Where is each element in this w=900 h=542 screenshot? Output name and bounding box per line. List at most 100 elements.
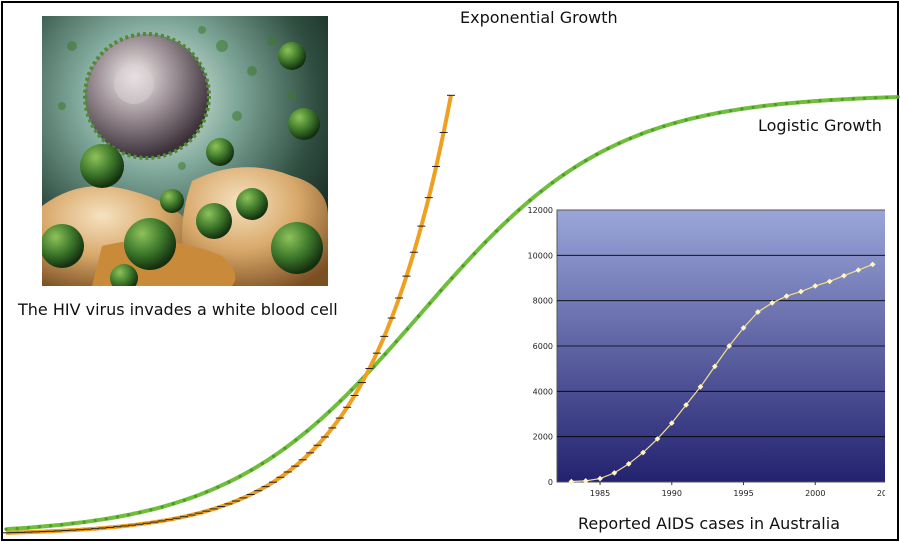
inset-y-tick-label: 10000	[528, 251, 553, 260]
logistic-point	[428, 301, 432, 305]
logistic-point	[762, 104, 766, 108]
logistic-point	[472, 252, 476, 256]
logistic-point	[350, 388, 354, 392]
logistic-point	[316, 419, 320, 424]
logistic-point	[127, 513, 131, 517]
aids-cases-point	[783, 293, 790, 299]
logistic-point	[37, 525, 42, 529]
aids-cases-point	[668, 420, 675, 426]
logistic-point	[874, 96, 878, 100]
logistic-point	[160, 505, 164, 509]
inset-gridlines	[557, 254, 885, 438]
logistic-point	[628, 136, 633, 140]
inset-y-tick-labels: 0 2000 4000 6000 8000 10000 12000	[528, 206, 553, 487]
logistic-point	[283, 446, 287, 450]
logistic-point	[550, 181, 554, 185]
logistic-point	[818, 99, 822, 103]
logistic-point	[249, 468, 253, 472]
logistic-point	[573, 165, 577, 170]
exponential-growth-label: Exponential Growth	[460, 8, 618, 27]
logistic-point	[840, 97, 844, 101]
aids-cases-point	[640, 449, 646, 456]
logistic-point	[673, 121, 677, 125]
logistic-point	[405, 327, 409, 331]
logistic-point	[495, 229, 499, 233]
logistic-point	[517, 208, 521, 212]
logistic-point	[171, 502, 175, 506]
logistic-point	[138, 510, 142, 515]
logistic-point	[238, 474, 242, 478]
logistic-point	[606, 146, 610, 151]
logistic-point	[450, 276, 454, 280]
logistic-point	[216, 485, 220, 489]
hiv-cell-illustration	[42, 16, 328, 286]
logistic-point	[807, 99, 811, 104]
logistic-point	[93, 518, 97, 523]
inset-y-tick-label: 2000	[533, 433, 553, 442]
aids-cases-point	[812, 283, 819, 289]
logistic-point	[15, 526, 19, 531]
logistic-point	[205, 490, 209, 494]
logistic-point	[751, 105, 755, 109]
logistic-point	[71, 521, 75, 526]
logistic-point	[394, 340, 398, 344]
logistic-point	[227, 480, 231, 484]
logistic-point	[26, 526, 30, 530]
logistic-point	[740, 107, 744, 111]
logistic-point	[896, 95, 900, 99]
inset-y-tick-label: 4000	[533, 387, 553, 396]
logistic-point	[796, 100, 800, 105]
logistic-point	[539, 189, 543, 193]
logistic-point	[193, 494, 198, 498]
inset-x-tick-label: 2005	[877, 489, 885, 498]
logistic-point	[561, 173, 566, 177]
photo-caption: The HIV virus invades a white blood cell	[18, 300, 338, 319]
logistic-point	[49, 524, 53, 528]
logistic-point	[851, 97, 856, 101]
logistic-point	[372, 364, 376, 368]
logistic-point	[639, 132, 644, 136]
logistic-point	[773, 103, 777, 107]
logistic-point	[4, 527, 8, 531]
logistic-point	[506, 218, 510, 222]
logistic-point	[338, 399, 343, 403]
aids-cases-point	[697, 383, 704, 390]
hiv-virus-image	[42, 16, 328, 286]
logistic-point	[294, 438, 298, 442]
logistic-point	[461, 264, 465, 268]
logistic-point	[885, 95, 889, 99]
logistic-point	[651, 128, 655, 132]
logistic-growth-label: Logistic Growth	[758, 116, 882, 135]
logistic-point	[260, 461, 265, 466]
logistic-point	[718, 111, 722, 115]
logistic-growth-markers	[4, 95, 900, 531]
logistic-point	[862, 96, 867, 100]
logistic-point	[662, 124, 666, 128]
aids-cases-point	[769, 300, 776, 306]
aids-cases-line	[571, 263, 873, 483]
inset-x-tick-label: 2000	[805, 489, 825, 498]
logistic-point	[595, 152, 599, 156]
logistic-point	[528, 198, 532, 202]
logistic-point	[439, 289, 443, 293]
logistic-point	[327, 409, 331, 414]
inset-y-tick-label: 0	[548, 478, 553, 487]
logistic-point	[182, 498, 186, 502]
logistic-point	[706, 113, 711, 117]
aids-cases-point	[726, 343, 733, 349]
logistic-point	[829, 98, 833, 102]
aids-cases-point	[683, 402, 689, 408]
inset-caption: Reported AIDS cases in Australia	[578, 514, 840, 533]
aids-cases-point	[855, 267, 862, 273]
inset-x-tick-labels: 1985 1990 1995 2000 2005	[590, 482, 885, 498]
logistic-point	[104, 517, 108, 521]
logistic-point	[617, 141, 621, 145]
logistic-point	[729, 109, 733, 113]
inset-x-tick-label: 1995	[733, 489, 753, 498]
logistic-point	[784, 101, 789, 106]
logistic-point	[82, 520, 86, 524]
inset-x-tick-label: 1990	[662, 489, 682, 498]
